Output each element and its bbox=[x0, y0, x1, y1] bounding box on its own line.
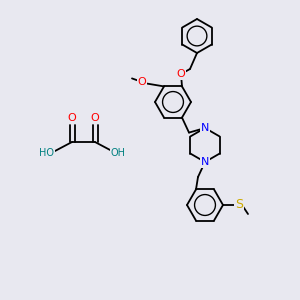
Text: OH: OH bbox=[110, 148, 125, 158]
Text: O: O bbox=[177, 69, 185, 79]
Text: HO: HO bbox=[40, 148, 55, 158]
Text: S: S bbox=[235, 199, 243, 212]
Text: N: N bbox=[201, 123, 209, 133]
Text: O: O bbox=[138, 77, 146, 87]
Text: N: N bbox=[201, 157, 209, 167]
Text: O: O bbox=[91, 113, 99, 123]
Text: O: O bbox=[68, 113, 76, 123]
